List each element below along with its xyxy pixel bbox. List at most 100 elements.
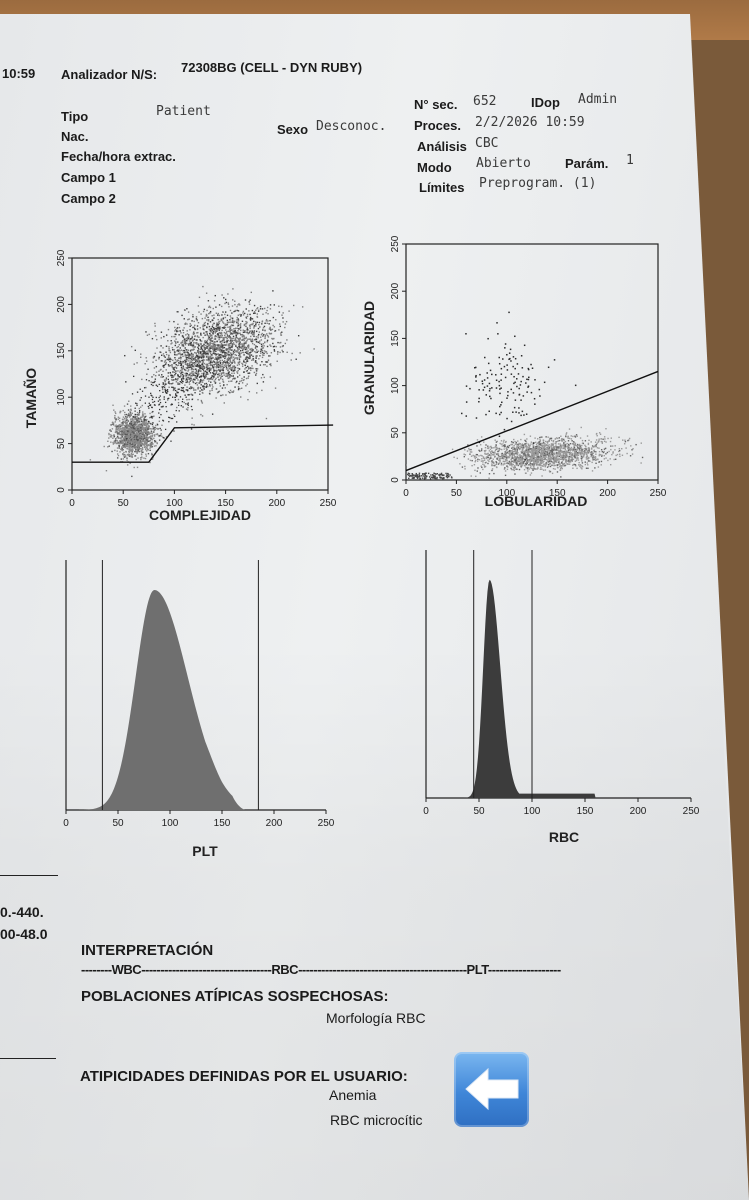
scatter2-point — [484, 451, 486, 453]
scatter1-point — [215, 330, 217, 333]
scatter1-point — [244, 348, 247, 351]
scatter1-point — [141, 436, 144, 439]
scatter1-point — [134, 418, 137, 421]
scatter1-point — [165, 345, 168, 348]
scatter1-point — [134, 450, 136, 453]
scatter1-point — [228, 306, 230, 308]
scatter1-point — [149, 461, 151, 464]
scatter1-point — [123, 405, 126, 407]
scatter1-point — [249, 325, 251, 328]
scatter2-point — [560, 444, 562, 446]
scatter1-point — [113, 434, 115, 436]
scatter2-point — [473, 464, 476, 466]
scatter1-point — [148, 431, 150, 434]
scatter2-point — [522, 460, 525, 463]
scatter1-point — [225, 352, 227, 355]
scatter2-point — [508, 461, 511, 464]
scatter1-point — [217, 321, 220, 323]
scatter1-point — [150, 437, 152, 440]
scatter1-point — [172, 389, 175, 392]
scatter1-point — [169, 364, 172, 367]
scatter1-point — [130, 452, 133, 455]
scatter1-point — [221, 365, 223, 368]
scatter1-point — [273, 350, 276, 352]
scatter1-point — [181, 343, 183, 345]
scatter1-point — [198, 373, 200, 375]
scatter1-point — [189, 323, 191, 325]
scatter1-ytick-label: 200 — [56, 296, 67, 313]
scatter1-point — [108, 433, 110, 436]
scatter1-point — [280, 341, 282, 344]
scatter1-point — [245, 342, 247, 345]
scatter2-point — [517, 460, 519, 462]
scatter1-point — [213, 380, 215, 382]
scatter1-point — [228, 326, 231, 328]
scatter1-point — [131, 428, 133, 430]
scatter1-point — [224, 324, 226, 327]
scatter1-point — [125, 437, 128, 439]
scatter1-point — [237, 325, 239, 327]
scatter1-point — [130, 409, 132, 412]
scatter1-point — [253, 325, 256, 327]
scatter1-point — [132, 427, 135, 430]
scatter1-point — [227, 330, 229, 332]
scatter1-point — [214, 331, 216, 333]
scatter2-point — [592, 459, 594, 461]
scatter1-point — [205, 292, 208, 294]
scatter1-point — [137, 417, 140, 419]
scatter1-point — [211, 375, 213, 377]
scatter1-point — [124, 443, 126, 445]
scatter1-point — [177, 341, 179, 343]
idop-label: IDop — [531, 95, 560, 110]
scatter2-point — [522, 447, 524, 450]
scatter2-point — [548, 440, 550, 442]
scatter1-point — [190, 338, 192, 340]
scatter1-point — [150, 443, 153, 445]
scatter1-point — [148, 433, 150, 435]
scatter1-point — [122, 445, 124, 447]
scatter2-point — [581, 439, 584, 442]
scatter1-point — [203, 322, 206, 325]
scatter1-point — [258, 324, 260, 326]
scatter1-point — [232, 342, 235, 344]
scatter1-point — [264, 363, 266, 366]
scatter1-point — [181, 400, 184, 403]
scatter1-point — [158, 408, 161, 411]
scatter1-point — [242, 346, 245, 348]
scatter1-point — [160, 432, 162, 435]
scatter1-point — [174, 330, 176, 332]
scatter1-point — [146, 429, 148, 432]
scatter1-point — [114, 421, 116, 423]
scatter1-point — [281, 345, 284, 348]
scatter1-point — [191, 371, 193, 373]
scatter1-point — [250, 335, 252, 338]
scatter1-point — [212, 360, 214, 363]
scatter1-point — [168, 358, 171, 361]
scatter1-point — [225, 351, 227, 354]
scatter1-point — [185, 372, 188, 374]
scatter2-point — [512, 448, 514, 451]
scatter2-point — [572, 458, 575, 461]
scatter1-point — [207, 323, 209, 326]
scatter1-point — [240, 314, 242, 316]
scatter2-point — [610, 448, 612, 451]
scatter2-point — [580, 426, 582, 429]
scatter1-point — [225, 364, 227, 367]
scatter1-point — [232, 299, 234, 301]
scatter2-point — [509, 452, 511, 454]
scatter1-point — [256, 313, 259, 315]
scatter2-point — [631, 449, 633, 451]
scatter1-point — [239, 325, 242, 327]
scatter1-point — [212, 307, 214, 310]
scatter1-point — [189, 387, 192, 390]
proces-value: 2/2/2026 10:59 — [475, 115, 585, 130]
scatter1-point — [190, 344, 193, 346]
scatter1-point — [138, 411, 141, 413]
scatter1-point — [194, 368, 197, 370]
scatter1-point — [229, 336, 231, 338]
scatter1-point — [231, 380, 233, 382]
scatter1-point — [156, 338, 158, 341]
scatter1-point — [122, 434, 125, 436]
scatter1-point — [170, 358, 172, 361]
scatter1-point — [191, 367, 193, 370]
